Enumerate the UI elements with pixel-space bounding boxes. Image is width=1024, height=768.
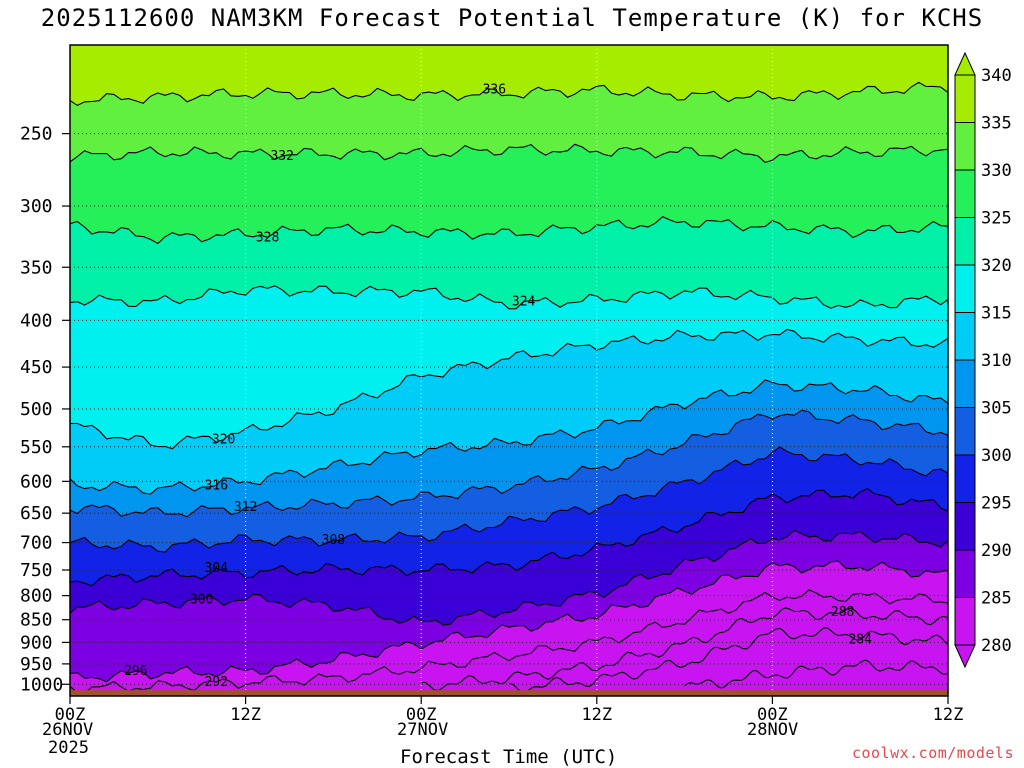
x-tick-label-12: 12Z: [230, 705, 261, 725]
colorbar-segment-8: [955, 455, 975, 503]
isotherm-312: [70, 409, 948, 518]
x-tick-label-48: 00Z: [757, 705, 788, 725]
colorbar-segment-9: [955, 502, 975, 551]
y-tick-label-700: 700: [20, 533, 53, 554]
colorbar-label-320: 320: [981, 256, 1012, 276]
isotherm-332: [70, 143, 948, 164]
colorbar-label-300: 300: [981, 446, 1012, 466]
isotherm-label-332: 332: [270, 149, 293, 164]
colorbar-label-310: 310: [981, 351, 1012, 371]
isotherm-label-328: 328: [256, 230, 279, 245]
y-tick-label-650: 650: [20, 503, 53, 524]
isotherm-label-312: 312: [234, 500, 257, 515]
y-tick-label-550: 550: [20, 437, 53, 458]
y-tick-label-500: 500: [20, 399, 53, 420]
isotherm-label-308: 308: [322, 533, 345, 548]
y-tick-label-750: 750: [20, 560, 53, 581]
y-tick-label-850: 850: [20, 610, 53, 631]
isotherm-label-296: 296: [124, 664, 147, 679]
y-tick-label-350: 350: [20, 257, 53, 278]
isotherm-label-284: 284: [848, 633, 872, 648]
ground-surface: [70, 690, 948, 696]
y-tick-label-450: 450: [20, 357, 53, 378]
colorbar-label-315: 315: [981, 304, 1012, 324]
isotherm-label-316: 316: [205, 478, 228, 493]
isotherm-336: [70, 81, 948, 107]
isotherm-labels: 336 332 328 324 320 316 312 308 304 300 296 292 288 2…: [124, 82, 872, 690]
colorbar-segment-4: [955, 265, 975, 313]
isotherm-label-292: 292: [205, 675, 228, 690]
isotherm-308: [70, 446, 948, 553]
chart-title: 2025112600 NAM3KM Forecast Potential Tem…: [40, 4, 984, 32]
plot-area: [70, 45, 948, 696]
colorbar-segment-2: [955, 170, 975, 218]
isotherm-label-304: 304: [205, 561, 229, 576]
x-tick-label-60: 12Z: [933, 705, 964, 725]
colorbar-label-295: 295: [981, 494, 1012, 514]
isotherm-label-336: 336: [483, 82, 506, 97]
isotherm-label-300: 300: [190, 592, 213, 607]
colorbar-segment-3: [955, 217, 975, 266]
date-label-26nov: 26NOV: [42, 720, 94, 740]
isotherm-324: [70, 285, 948, 310]
y-tick-label-600: 600: [20, 471, 53, 492]
y-axis: 2503003504004505005506006507007508008509…: [20, 124, 70, 695]
colorbar-label-330: 330: [981, 161, 1012, 181]
isotherm-label-324: 324: [512, 294, 536, 309]
colorbar-label-285: 285: [981, 589, 1012, 609]
isotherm-label-320: 320: [212, 432, 235, 447]
colorbar-label-280: 280: [981, 636, 1012, 656]
y-tick-label-800: 800: [20, 586, 53, 607]
isotherm-316: [70, 379, 948, 495]
x-tick-label-24: 00Z: [406, 705, 437, 725]
y-tick-label-950: 950: [20, 654, 53, 675]
isotherm-296: [70, 560, 948, 683]
isotherm-label-288: 288: [831, 605, 854, 620]
x-tick-label-36: 12Z: [581, 705, 612, 725]
y-tick-label-300: 300: [20, 196, 53, 217]
plot-frame: [69, 44, 949, 697]
colorbar-segment-10: [955, 550, 975, 598]
colorbar-segment-1: [955, 122, 975, 171]
isotherm-320: [70, 328, 948, 450]
colorbar-label-290: 290: [981, 541, 1012, 561]
colorbar-segment-5: [955, 312, 975, 361]
colorbar-segment-0: [955, 75, 975, 123]
colorbar-label-340: 340: [981, 66, 1012, 86]
colorbar-segment-11: [955, 597, 975, 646]
colorbar: 340 335 330 325 320 315 310 305 300 295 290 285 280: [954, 51, 1012, 669]
isotherm-300: [70, 529, 948, 626]
temperature-fill-layer: [70, 45, 948, 696]
x-axis: 00Z 12Z 00Z 12Z 00Z 12Z: [55, 696, 964, 725]
isotherm-304: [70, 487, 948, 587]
colorbar-label-305: 305: [981, 399, 1012, 419]
colorbar-segment-7: [955, 407, 975, 456]
y-tick-label-1000: 1000: [20, 674, 63, 695]
colorbar-segment-6: [955, 360, 975, 408]
isotherm-328: [70, 216, 948, 245]
y-tick-label-400: 400: [20, 310, 53, 331]
x-axis-label: Forecast Time (UTC): [400, 746, 618, 768]
isotherm-: [684, 659, 948, 689]
colorbar-arrow-top: [954, 51, 976, 76]
isotherm-288: [421, 607, 948, 692]
date-label-28nov: 28NOV: [747, 720, 799, 740]
fill-band-280-k: [684, 660, 948, 696]
date-label-27nov: 27NOV: [397, 720, 449, 740]
year-label: 2025: [48, 738, 89, 758]
colorbar-label-335: 335: [981, 114, 1012, 134]
colorbar-label-325: 325: [981, 209, 1012, 229]
credit-link[interactable]: coolwx.com/models: [851, 744, 1014, 762]
colorbar-arrow-bottom: [954, 644, 976, 669]
x-tick-label-0: 00Z: [55, 705, 86, 725]
isotherm-292: [70, 589, 948, 694]
y-tick-label-250: 250: [20, 124, 53, 145]
y-tick-label-900: 900: [20, 632, 53, 653]
